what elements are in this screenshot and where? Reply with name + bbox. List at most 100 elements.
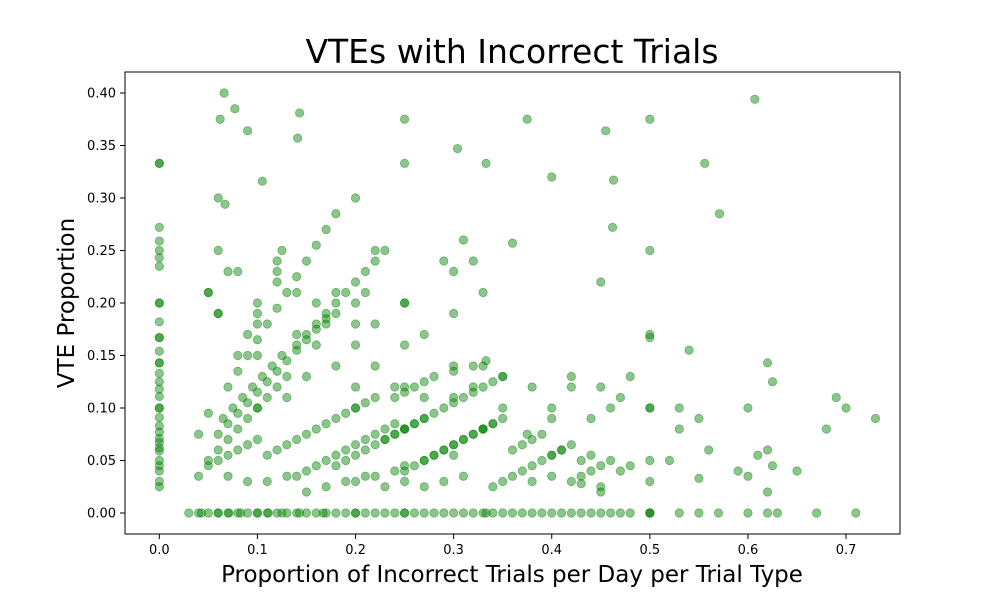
data-point bbox=[318, 508, 328, 518]
data-point bbox=[586, 508, 596, 518]
data-point bbox=[154, 476, 164, 487]
data-point bbox=[223, 382, 233, 392]
data-point bbox=[762, 445, 773, 455]
data-point bbox=[213, 193, 223, 203]
data-point bbox=[478, 361, 488, 371]
data-point bbox=[154, 298, 164, 308]
data-point bbox=[277, 350, 287, 361]
data-point bbox=[419, 377, 429, 387]
data-point bbox=[252, 335, 263, 345]
data-point bbox=[277, 245, 287, 256]
data-point bbox=[370, 256, 380, 266]
data-point bbox=[399, 382, 410, 392]
data-point bbox=[301, 508, 312, 518]
x-tick-label: 0.7 bbox=[836, 543, 857, 558]
data-point bbox=[252, 387, 263, 397]
data-point bbox=[380, 482, 390, 492]
data-point bbox=[556, 445, 567, 455]
data-point bbox=[674, 508, 684, 518]
data-point bbox=[625, 508, 635, 518]
data-point bbox=[263, 508, 273, 518]
data-point bbox=[694, 508, 704, 518]
data-point bbox=[419, 508, 429, 518]
data-point bbox=[399, 424, 410, 434]
data-point bbox=[252, 403, 263, 413]
data-point bbox=[331, 450, 341, 460]
data-point bbox=[390, 382, 400, 392]
data-point bbox=[203, 287, 213, 298]
data-point bbox=[714, 209, 725, 219]
data-point bbox=[399, 158, 410, 168]
data-point bbox=[282, 471, 292, 481]
data-point bbox=[743, 508, 753, 518]
data-point bbox=[154, 421, 164, 431]
data-point bbox=[272, 303, 282, 313]
data-point bbox=[272, 277, 282, 287]
data-point bbox=[360, 445, 370, 455]
data-point bbox=[704, 445, 714, 455]
data-point bbox=[498, 413, 508, 424]
data-point bbox=[458, 434, 469, 445]
data-point bbox=[576, 471, 586, 481]
data-point bbox=[615, 508, 626, 518]
data-point bbox=[390, 419, 400, 429]
data-point bbox=[468, 382, 478, 392]
data-point bbox=[429, 408, 439, 418]
data-point bbox=[458, 392, 469, 403]
data-point bbox=[586, 413, 596, 424]
data-point bbox=[537, 508, 547, 518]
data-point bbox=[566, 371, 576, 382]
data-point bbox=[419, 392, 429, 403]
y-tick-label: 0.35 bbox=[87, 139, 116, 154]
data-point bbox=[458, 508, 469, 518]
data-point bbox=[311, 319, 321, 329]
data-point bbox=[154, 333, 164, 343]
data-point bbox=[277, 508, 287, 518]
data-point bbox=[257, 176, 267, 186]
data-point bbox=[399, 466, 410, 476]
x-tick-label: 0.2 bbox=[345, 543, 366, 558]
data-point bbox=[380, 508, 390, 518]
data-point bbox=[282, 440, 292, 450]
data-point bbox=[605, 508, 616, 518]
data-point bbox=[370, 245, 380, 256]
data-point bbox=[301, 487, 312, 497]
data-point bbox=[238, 392, 248, 403]
data-point bbox=[311, 298, 321, 308]
data-point bbox=[743, 403, 753, 413]
data-point bbox=[321, 455, 331, 466]
data-point bbox=[262, 319, 272, 329]
data-point bbox=[331, 298, 341, 308]
data-point bbox=[154, 358, 164, 368]
data-point bbox=[370, 361, 380, 371]
data-point bbox=[478, 508, 488, 518]
data-point bbox=[596, 382, 606, 392]
data-point bbox=[762, 508, 773, 518]
data-point bbox=[380, 434, 390, 445]
data-point bbox=[350, 319, 361, 329]
y-axis-ticks: 0.00 0.05 0.10 0.15 0.20 0.25 0.30 0.35 0.40 bbox=[87, 87, 125, 522]
data-point bbox=[213, 308, 223, 319]
data-point bbox=[311, 240, 321, 250]
data-point bbox=[228, 403, 238, 413]
data-point bbox=[233, 408, 243, 418]
data-point bbox=[767, 461, 778, 471]
data-point bbox=[292, 345, 302, 355]
data-point bbox=[154, 466, 164, 476]
data-point bbox=[507, 471, 518, 481]
data-point bbox=[154, 253, 164, 263]
data-point bbox=[220, 199, 230, 209]
data-point bbox=[252, 319, 263, 329]
data-point bbox=[272, 445, 282, 455]
data-point bbox=[257, 371, 267, 382]
data-point bbox=[154, 245, 164, 256]
data-point bbox=[792, 466, 802, 476]
data-point bbox=[498, 508, 508, 518]
data-point bbox=[498, 371, 508, 382]
data-point bbox=[625, 461, 635, 471]
data-point bbox=[586, 466, 596, 476]
data-point bbox=[601, 126, 611, 136]
data-point bbox=[243, 350, 253, 361]
data-point bbox=[607, 222, 618, 232]
data-point bbox=[762, 487, 773, 497]
